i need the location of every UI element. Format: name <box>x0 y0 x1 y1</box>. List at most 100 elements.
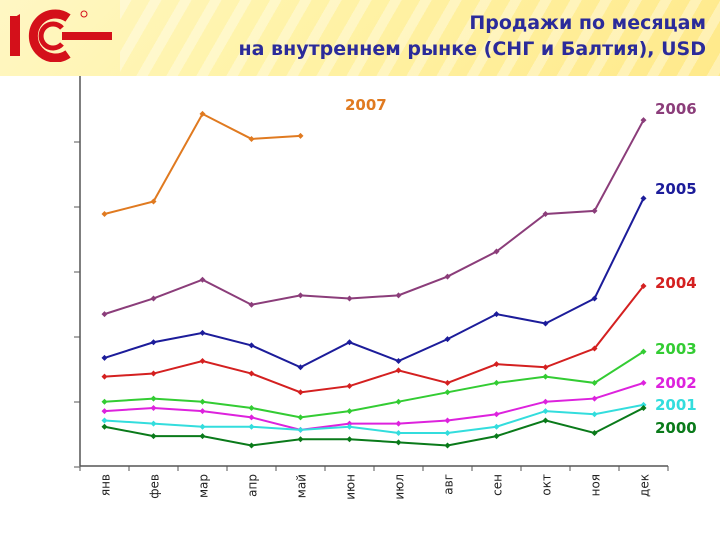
data-point-2003-8 <box>493 379 500 386</box>
data-point-2001-3 <box>248 423 255 430</box>
x-tick-label-5: июн <box>344 474 358 500</box>
data-point-2005-8 <box>493 311 500 318</box>
title-line-1: Продажи по месяцам <box>469 12 706 34</box>
series-label-2002: 2002 <box>655 374 697 392</box>
x-tick-label-10: ноя <box>589 474 603 496</box>
data-point-2006-1 <box>150 295 157 302</box>
data-point-2005-11 <box>640 195 647 202</box>
data-point-2002-9 <box>542 398 549 405</box>
data-point-2004-2 <box>199 358 206 365</box>
x-tick-label-2: мар <box>197 474 211 498</box>
data-point-2006-2 <box>199 276 206 283</box>
data-point-2004-10 <box>591 345 598 352</box>
chart-axes: янв фев мар апр май июн июл авг сен окт ноя дек <box>74 76 669 500</box>
data-point-2000-5 <box>346 436 353 443</box>
data-point-2003-4 <box>297 414 304 421</box>
data-point-2003-11 <box>640 348 647 355</box>
slide-header: Продажи по месяцам на внутреннем рынке (… <box>0 0 720 76</box>
data-point-2005-10 <box>591 295 598 302</box>
series-label-2007: 2007 <box>345 96 387 114</box>
sales-line-chart: янв фев мар апр май июн июл авг сен окт ноя дек 200… <box>74 76 697 500</box>
data-point-2002-0 <box>101 408 108 415</box>
data-point-2004-1 <box>150 370 157 377</box>
data-point-2006-0 <box>101 311 108 318</box>
x-tick-label-3: апр <box>246 474 260 497</box>
data-point-2000-10 <box>591 429 598 436</box>
data-point-2000-2 <box>199 433 206 440</box>
series-line-2001 <box>104 403 644 434</box>
data-point-2005-7 <box>444 336 451 343</box>
x-tick-label-1: фев <box>148 474 162 499</box>
chart-series <box>101 110 647 449</box>
data-point-2002-6 <box>395 420 402 427</box>
data-point-2002-8 <box>493 411 500 418</box>
data-point-2001-2 <box>199 423 206 430</box>
data-point-2006-3 <box>248 301 255 308</box>
series-label-2005: 2005 <box>655 180 697 198</box>
data-point-2001-11 <box>640 401 647 408</box>
chart-legend-labels: 2007 2006 2005 2004 2003 2002 2001 2000 <box>345 96 697 437</box>
series-label-2006: 2006 <box>655 100 697 118</box>
data-point-2000-6 <box>395 439 402 446</box>
x-tick-label-0: янв <box>99 474 113 496</box>
data-point-2001-5 <box>346 423 353 430</box>
data-point-2000-3 <box>248 442 255 449</box>
data-point-2007-1 <box>150 198 157 205</box>
series-label-2003: 2003 <box>655 340 697 358</box>
data-point-2006-10 <box>591 207 598 214</box>
data-point-2004-9 <box>542 364 549 371</box>
data-point-2007-4 <box>297 132 304 139</box>
data-point-2003-7 <box>444 389 451 396</box>
series-line-2004 <box>104 285 645 394</box>
series-label-2004: 2004 <box>655 274 697 292</box>
x-tick-label-6: июл <box>393 474 407 500</box>
header-decoration <box>120 0 720 76</box>
data-point-2003-10 <box>591 379 598 386</box>
data-point-2005-3 <box>248 342 255 349</box>
data-point-2006-5 <box>346 295 353 302</box>
data-point-2001-1 <box>150 420 157 427</box>
data-point-2003-0 <box>101 398 108 405</box>
title-line-2: на внутреннем рынке (СНГ и Балтия), USD <box>238 38 706 60</box>
series-label-2000: 2000 <box>655 419 697 437</box>
data-point-2002-11 <box>640 379 647 386</box>
data-point-2002-1 <box>150 404 157 411</box>
data-point-2007-3 <box>248 135 255 142</box>
data-point-2005-0 <box>101 354 108 361</box>
1c-logo <box>10 9 112 62</box>
data-point-2006-9 <box>542 211 549 218</box>
data-point-2004-3 <box>248 370 255 377</box>
data-point-2005-9 <box>542 320 549 327</box>
data-point-2001-9 <box>542 408 549 415</box>
data-point-2005-1 <box>150 339 157 346</box>
x-tick-label-11: дек <box>638 474 652 497</box>
data-point-2000-4 <box>297 436 304 443</box>
data-point-2004-0 <box>101 373 108 380</box>
data-point-2001-4 <box>297 426 304 433</box>
data-point-2002-3 <box>248 414 255 421</box>
series-line-2003 <box>104 350 645 419</box>
series-line-2005 <box>104 197 645 369</box>
data-point-2004-6 <box>395 367 402 374</box>
data-point-2000-8 <box>493 433 500 440</box>
data-point-2001-7 <box>444 429 451 436</box>
data-point-2004-11 <box>640 282 647 289</box>
data-point-2000-1 <box>150 433 157 440</box>
data-point-2005-5 <box>346 339 353 346</box>
data-point-2006-7 <box>444 273 451 280</box>
data-point-2000-9 <box>542 417 549 424</box>
data-point-2003-6 <box>395 398 402 405</box>
data-point-2003-2 <box>199 398 206 405</box>
data-point-2006-6 <box>395 292 402 299</box>
series-line-2000 <box>104 407 644 447</box>
data-point-2001-0 <box>101 417 108 424</box>
series-line-2007 <box>104 112 301 215</box>
data-point-2001-8 <box>493 423 500 430</box>
data-point-2000-7 <box>444 442 451 449</box>
data-point-2003-9 <box>542 373 549 380</box>
data-point-2005-2 <box>199 329 206 336</box>
data-point-2007-0 <box>101 211 108 218</box>
x-tick-label-7: авг <box>442 474 456 495</box>
series-label-2001: 2001 <box>655 396 697 414</box>
data-point-2001-6 <box>395 429 402 436</box>
